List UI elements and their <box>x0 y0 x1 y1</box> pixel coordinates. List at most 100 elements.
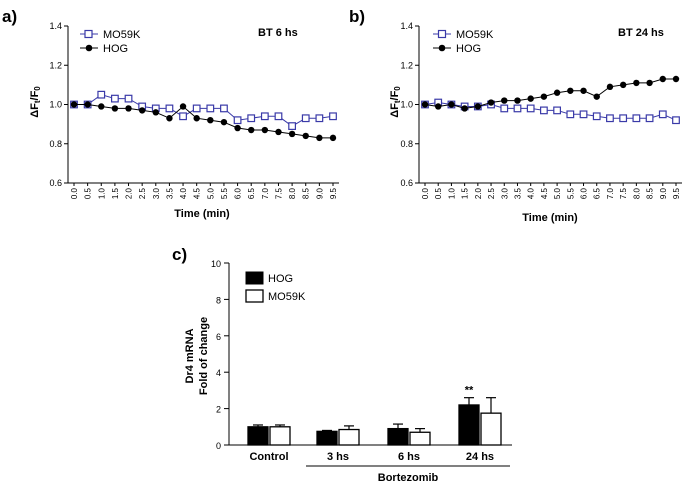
x-tick-label-b-16: 8.0 <box>632 187 641 199</box>
y-tick-label-a-4: 1.4 <box>49 21 62 31</box>
legend-label-hog-b: HOG <box>456 43 481 55</box>
y-tick-label-c-2: 4 <box>216 368 221 378</box>
y-tick-label-c-5: 10 <box>211 259 221 269</box>
data-point-hog-b-9 <box>540 93 548 100</box>
data-point-mo59k-a-12 <box>233 116 242 125</box>
data-point-hog-a-18 <box>316 134 323 142</box>
x-tick-label-b-17: 8.5 <box>646 187 655 199</box>
y-tick-label-b-1: 0.8 <box>400 139 413 149</box>
data-point-mo59k-b-19 <box>672 116 680 125</box>
data-point-hog-b-8 <box>527 95 534 102</box>
data-point-hog-b-19 <box>672 75 680 83</box>
data-point-hog-a-12 <box>234 124 241 132</box>
x-tick-label-b-13: 6.5 <box>593 187 602 199</box>
legend-swatch-hog-c <box>245 271 264 285</box>
data-point-hog-a-6 <box>152 109 159 116</box>
y-tick-label-a-3: 1.2 <box>49 60 62 70</box>
data-point-mo59k-a-13 <box>247 114 256 123</box>
data-point-hog-b-14 <box>606 83 614 91</box>
x-category-label-c-0: Control <box>249 451 288 463</box>
annotation-b: BT 24 hs <box>618 27 664 39</box>
data-point-mo59k-a-7 <box>165 104 174 113</box>
legend-label-hog-c: HOG <box>268 273 293 285</box>
annotation-a: BT 6 hs <box>258 27 298 39</box>
x-tick-label-b-10: 5.0 <box>553 187 562 199</box>
x-category-label-c-3: 24 hs <box>466 451 494 463</box>
data-point-mo59k-a-14 <box>260 112 269 121</box>
data-point-hog-b-10 <box>553 89 561 96</box>
x-tick-label-a-0: 0.0 <box>70 187 79 199</box>
x-tick-label-a-9: 4.5 <box>193 187 202 199</box>
significance-marker-c-0: ** <box>465 385 474 397</box>
x-category-label-c-1: 3 hs <box>327 451 349 463</box>
data-point-hog-b-2 <box>448 101 455 108</box>
legend-marker-mo59k-b <box>437 29 447 39</box>
panel-label-b: b) <box>349 7 365 26</box>
data-point-hog-b-15 <box>619 81 627 89</box>
legend-swatch-mo59k-c <box>245 289 264 303</box>
x-category-label-c-2: 6 hs <box>398 451 420 463</box>
x-tick-label-a-6: 3.0 <box>152 187 161 199</box>
bar-hog-c-2 <box>387 427 409 446</box>
x-tick-label-b-12: 6.0 <box>580 187 589 199</box>
panel-label-a: a) <box>2 7 17 26</box>
y-tick-label-a-1: 0.8 <box>49 139 62 149</box>
data-point-hog-b-7 <box>514 97 521 104</box>
data-point-hog-a-7 <box>166 115 173 122</box>
y-tick-label-b-3: 1.2 <box>400 60 413 70</box>
y-tick-label-c-4: 8 <box>216 295 221 305</box>
x-tick-label-b-3: 1.5 <box>461 187 470 199</box>
x-tick-label-b-7: 3.5 <box>513 187 522 199</box>
data-point-mo59k-a-4 <box>124 94 133 103</box>
y-tick-label-b-2: 1.0 <box>400 100 413 110</box>
bar-mo59k-c-2 <box>409 431 431 446</box>
x-tick-label-b-15: 7.5 <box>619 187 628 199</box>
bar-mo59k-c-3 <box>480 412 502 446</box>
group-label-c: Bortezomib <box>378 472 439 484</box>
series-group-a <box>70 90 337 142</box>
x-tick-label-a-14: 7.0 <box>261 187 270 199</box>
data-point-hog-a-13 <box>248 126 255 134</box>
legend-b: MO59K HOG <box>433 29 494 55</box>
data-point-mo59k-a-10 <box>206 104 215 113</box>
data-point-mo59k-b-8 <box>526 104 535 113</box>
legend-marker-hog-b <box>438 44 446 52</box>
legend-marker-mo59k-a <box>84 29 93 39</box>
x-tick-label-b-4: 2.0 <box>474 187 483 199</box>
data-point-mo59k-b-6 <box>500 104 509 113</box>
bars-group-c: ** <box>247 385 502 446</box>
x-tick-label-a-19: 9.5 <box>329 187 338 199</box>
x-tick-label-a-13: 6.5 <box>247 187 256 199</box>
data-point-mo59k-b-12 <box>579 110 588 119</box>
x-tick-label-a-10: 5.0 <box>206 187 215 199</box>
legend-c: HOG MO59K <box>245 271 306 303</box>
legend-label-hog-a: HOG <box>103 43 128 55</box>
x-tick-label-a-8: 4.0 <box>179 187 188 199</box>
data-point-hog-b-6 <box>501 97 508 104</box>
data-point-hog-a-11 <box>220 118 228 126</box>
data-point-mo59k-a-8 <box>179 112 187 121</box>
y-axis-label-a: ΔFt/F0 <box>29 86 42 118</box>
data-point-hog-a-9 <box>193 115 200 122</box>
x-tick-label-b-8: 4.0 <box>527 187 536 199</box>
data-point-mo59k-b-13 <box>592 112 601 121</box>
data-point-mo59k-b-11 <box>566 110 575 119</box>
axes-a: 0.6 0.8 1.0 1.2 1.4 0.0 0.5 1.0 1.5 2.0 2.5 3.0 3.5 4… <box>49 21 339 199</box>
x-tick-label-a-18: 9.0 <box>315 187 324 199</box>
y-axis-label-c-line2: Fold of change <box>198 317 210 395</box>
y-tick-label-b-0: 0.6 <box>400 178 413 188</box>
bar-hog-c-1 <box>316 430 338 446</box>
bar-chart-c: 0 2 4 6 8 10 Control 3 hs 6 hs 24 hs Bortezomib **… <box>184 259 512 484</box>
x-tick-label-b-9: 4.5 <box>540 187 549 199</box>
data-point-hog-a-2 <box>98 103 105 110</box>
data-point-hog-b-0 <box>421 101 429 108</box>
x-tick-label-a-3: 1.5 <box>111 187 120 199</box>
axes-b: 0.6 0.8 1.0 1.2 1.4 0.0 0.5 1.0 1.5 2.0 2.5 3.0 3.5 4… <box>400 21 682 199</box>
data-point-hog-b-11 <box>567 87 574 94</box>
bar-mo59k-c-1 <box>338 428 360 446</box>
legend-label-mo59k-a: MO59K <box>103 29 141 41</box>
data-point-hog-a-10 <box>207 117 214 124</box>
x-tick-label-a-17: 8.5 <box>302 187 311 199</box>
bar-hog-c-0 <box>247 426 269 446</box>
y-axis-label-b: ΔFt/F0 <box>389 86 402 118</box>
